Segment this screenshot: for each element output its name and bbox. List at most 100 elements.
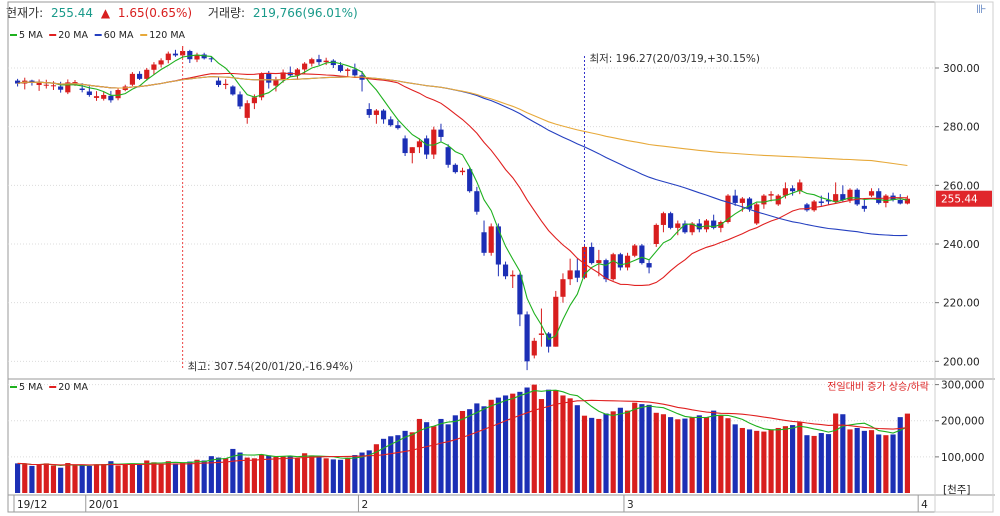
volume-bar [682, 418, 688, 493]
low-annotation: 최저: 196.27(20/03/19,+30.15%) [589, 53, 759, 65]
candle-up [294, 69, 301, 76]
volume-bar [359, 452, 365, 493]
volume-bar [402, 430, 408, 493]
volume-bar [825, 434, 832, 493]
x-tick-label: 19/12 [17, 499, 47, 511]
volume-bar [904, 413, 910, 493]
volume-bar [897, 417, 903, 493]
candle-up [144, 69, 150, 79]
current-price-tag [936, 190, 992, 207]
volume-legend-right: 전일대비 증가 상승/하락 [827, 380, 929, 393]
volume-bar [144, 460, 150, 493]
candle-up [43, 84, 49, 86]
volume-bar [395, 435, 401, 493]
volume-bar [15, 463, 21, 493]
candle-down [825, 200, 832, 202]
candle-down [172, 53, 179, 56]
candle-down [187, 50, 193, 60]
candle-down [502, 264, 509, 277]
candle-down [603, 260, 609, 280]
volume-bar [345, 457, 351, 493]
volume-bar [797, 422, 803, 493]
volume-bar [438, 418, 444, 493]
price-tick-label: 220.00 [943, 298, 980, 310]
candle-down [380, 110, 387, 120]
volume-bar [388, 436, 394, 493]
candle-up [115, 90, 121, 99]
current-price-value: 255.44 [51, 6, 93, 20]
volume-bar [459, 410, 466, 493]
candle-down [481, 232, 487, 253]
ma120-line [17, 76, 908, 167]
candle-up [811, 201, 817, 211]
candle-up [581, 246, 588, 278]
volume-bar [847, 429, 853, 493]
volume-bar [86, 465, 92, 493]
candle-up [273, 79, 279, 86]
candle-up [431, 129, 437, 155]
volume-ma5-line [17, 389, 908, 466]
volume-bar [330, 459, 336, 493]
volume-bar [194, 459, 200, 493]
volume-bar [22, 464, 28, 493]
candle-up [510, 274, 516, 277]
price-legend-label: 5 MA [19, 30, 43, 41]
volume-bar [502, 395, 509, 493]
candle-up [768, 194, 774, 196]
candle-up [610, 254, 616, 280]
volume-bar [50, 465, 57, 493]
volume-bar [624, 410, 631, 493]
candle-up [553, 296, 559, 347]
volume-bar [223, 458, 229, 493]
volume-bar [409, 432, 415, 493]
candle-up [689, 223, 695, 233]
volume-bar [129, 463, 135, 493]
price-tick-label: 200.00 [943, 356, 980, 368]
candle-down [215, 80, 222, 86]
candle-up [531, 340, 537, 356]
candle-up [244, 103, 250, 118]
candle-down [208, 58, 214, 60]
volume-bar [517, 391, 523, 493]
candle-down [15, 80, 21, 84]
candle-up [280, 72, 286, 80]
volume-bar [790, 425, 796, 493]
volume-bar [617, 407, 623, 493]
candle-down [696, 223, 702, 230]
volume-bar [101, 464, 107, 493]
candle-up [345, 69, 351, 71]
volume-bar [775, 427, 781, 493]
candle-up [373, 110, 379, 115]
candle-up [36, 82, 42, 86]
volume-bar [632, 402, 638, 493]
candle-up [459, 170, 466, 173]
volume-bar [890, 434, 896, 493]
volume-bar [29, 465, 35, 493]
candle-down [732, 195, 738, 203]
volume-bar [158, 464, 164, 493]
volume-tick-label: 200,000 [941, 416, 984, 428]
candle-down [517, 274, 523, 315]
candle-down [524, 314, 530, 362]
volume-bar [703, 417, 710, 493]
volume-bar [510, 393, 516, 493]
volume-bar [553, 390, 559, 493]
volume-bar [230, 448, 236, 493]
current-price-label: 현재가: [6, 6, 44, 20]
volume-bar [180, 462, 186, 493]
volume-unit-label: [천주] [943, 484, 971, 496]
panel-toggle-icon[interactable]: ⊪ [976, 2, 987, 16]
volume-bar [567, 398, 573, 493]
candle-up [416, 141, 423, 148]
ma5-line [17, 54, 908, 341]
volume-bar [660, 414, 667, 493]
volume-bar [653, 412, 659, 493]
volume-bar [309, 455, 315, 493]
candle-down [395, 125, 401, 129]
candle-up [904, 198, 910, 204]
volume-bar [416, 418, 423, 493]
volume-bar [732, 424, 738, 493]
candle-up [488, 226, 494, 253]
price-tick-label: 260.00 [943, 180, 980, 192]
volume-bar [725, 418, 731, 493]
